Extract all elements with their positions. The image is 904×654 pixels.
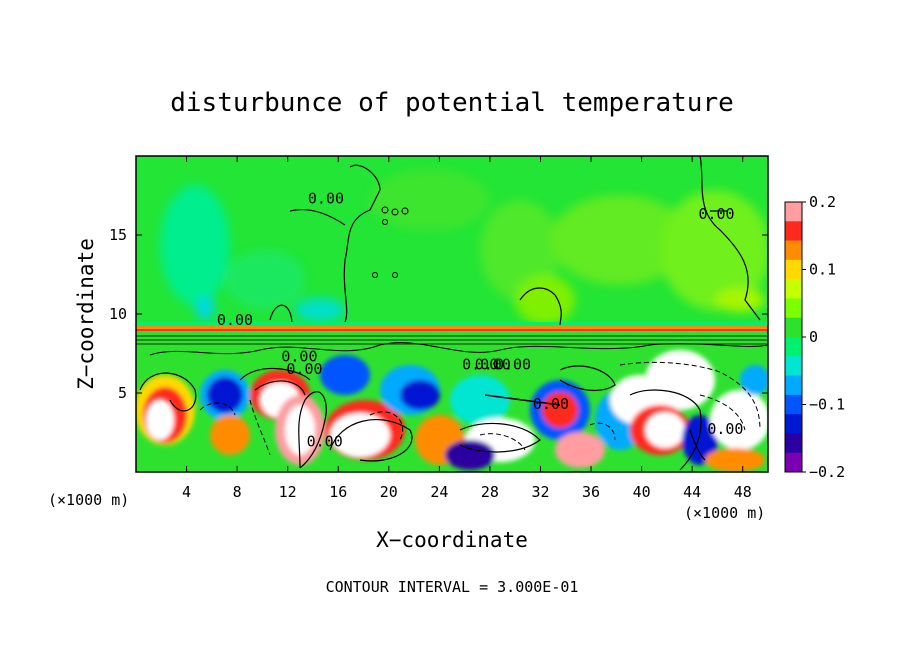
y-tick-label: 10 xyxy=(109,305,127,323)
y-axis-label: Z−coordinate xyxy=(74,238,98,390)
contour-label: 0.00 xyxy=(286,360,322,378)
contour-label-layer: 0.000.000.000.00 0.000.000.000.000.000.00… xyxy=(217,189,744,450)
contour-label: 0.00 xyxy=(707,420,743,438)
y-tick-label: 15 xyxy=(109,226,127,244)
colorbar-segment xyxy=(785,375,802,396)
contour-label: 0.00 xyxy=(217,311,253,329)
contour-label: 0.00 xyxy=(698,205,734,223)
colorbar-segment xyxy=(785,221,802,242)
colorbar: 0.2 0.1 0 −0.1 −0.2 xyxy=(784,193,845,481)
colorbar-segment xyxy=(785,298,802,319)
x-tick-label: 40 xyxy=(633,483,651,501)
x-tick-label: 44 xyxy=(683,483,701,501)
colorbar-segment xyxy=(785,394,802,415)
colorbar-segment xyxy=(785,337,802,357)
contour-islands xyxy=(372,206,409,278)
plot-area: 0.000.000.000.00 0.000.000.000.000.000.00… xyxy=(136,156,768,472)
y-tick-label: 5 xyxy=(118,384,127,402)
x-tick-label: 20 xyxy=(380,483,398,501)
interface-line-warm xyxy=(136,326,768,329)
colorbar-segment xyxy=(785,452,802,473)
x-axis: 4 8 12 16 20 24 28 32 36 40 44 48 xyxy=(182,156,752,501)
colorbar-tick-label: −0.1 xyxy=(809,396,845,414)
contour-label: 0.00 xyxy=(462,355,498,373)
contour-label: 0.00 xyxy=(308,189,344,207)
x-tick-label: 36 xyxy=(582,483,600,501)
lower-layer-eddies xyxy=(136,350,768,472)
x-unit-right: (×1000 m) xyxy=(684,504,765,522)
x-tick-label: 32 xyxy=(531,483,549,501)
x-tick-label: 8 xyxy=(233,483,242,501)
colorbar-segment xyxy=(785,433,802,454)
colorbar-segment xyxy=(785,240,802,261)
contour-label: 0.00 xyxy=(533,395,569,413)
x-unit-left: (×1000 m) xyxy=(48,491,129,509)
contour-lines-dashed xyxy=(199,361,761,456)
colorbar-segment xyxy=(785,414,802,434)
interface-line-hot xyxy=(136,329,768,331)
contour-interval-note: CONTOUR INTERVAL = 3.000E-01 xyxy=(326,578,579,596)
colorbar-tick-label: 0.1 xyxy=(809,261,836,279)
colorbar-segment xyxy=(785,317,802,338)
contour-label: 0.00 xyxy=(281,347,317,365)
colorbar-segment xyxy=(785,356,802,377)
colorbar-segment xyxy=(785,279,802,299)
x-tick-label: 28 xyxy=(481,483,499,501)
x-tick-label: 16 xyxy=(329,483,347,501)
colorbar-tick-label: −0.2 xyxy=(809,463,845,481)
x-tick-label: 4 xyxy=(182,483,191,501)
contour-lines xyxy=(136,156,768,471)
colorbar-segment xyxy=(785,202,802,222)
y-axis: 5 10 15 xyxy=(109,226,768,402)
colorbar-tick-label: 0 xyxy=(809,328,818,346)
contour-label: 0.00 xyxy=(307,433,343,451)
x-tick-label: 48 xyxy=(734,483,752,501)
x-tick-label: 24 xyxy=(430,483,448,501)
upper-layer-shading xyxy=(160,170,768,325)
x-axis-label: X−coordinate xyxy=(376,528,528,552)
x-tick-label: 12 xyxy=(279,483,297,501)
colorbar-segment xyxy=(785,259,802,280)
chart-title: disturbunce of potential temperature xyxy=(170,88,734,118)
contour-label: 0.00 xyxy=(495,355,531,373)
colorbar-tick-label: 0.2 xyxy=(809,193,836,211)
contour-label: 0.00 xyxy=(475,355,511,373)
